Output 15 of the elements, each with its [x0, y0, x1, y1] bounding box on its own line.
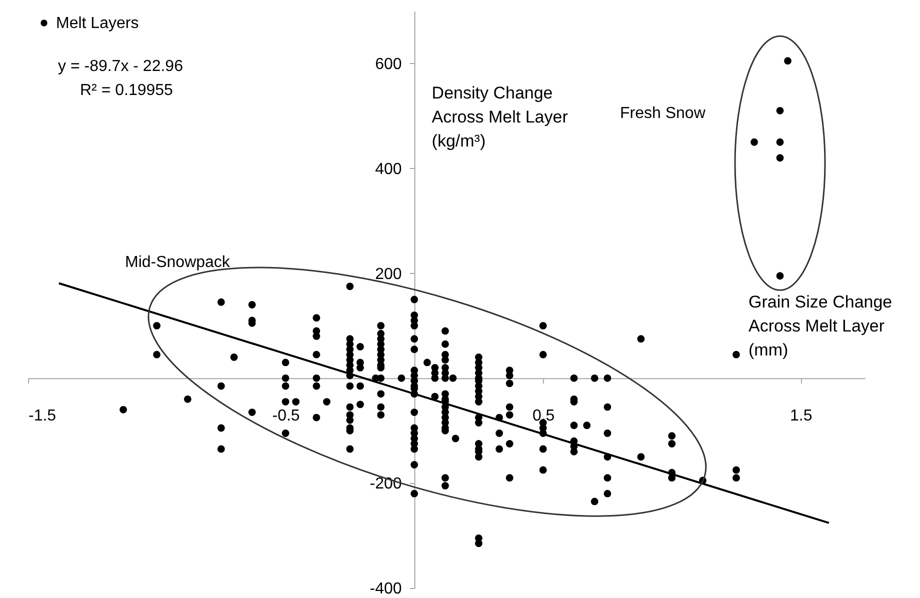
legend-label: Melt Layers — [56, 15, 139, 32]
annotation: y = -89.7x - 22.96 — [58, 58, 184, 75]
x-tick-label: -0.5 — [272, 408, 300, 425]
y-tick-label: 600 — [375, 56, 402, 73]
y-tick-label: 400 — [375, 160, 402, 178]
y-tick-label: -400 — [370, 580, 402, 598]
x-axis-title: Grain Size Change Across Melt Layer (mm) — [748, 292, 892, 360]
x-tick-label: 1.5 — [790, 408, 812, 425]
annotation: Mid-Snowpack — [125, 254, 231, 271]
x-tick-label: 0.5 — [532, 408, 555, 425]
y-axis-title: Density Change Across Melt Layer (kg/m³) — [432, 84, 568, 150]
x-tick-label: -1.5 — [28, 408, 56, 425]
annotation: Fresh Snow — [620, 105, 706, 122]
annotation: R² = 0.19955 — [80, 82, 174, 99]
y-tick-label: 200 — [375, 266, 402, 283]
